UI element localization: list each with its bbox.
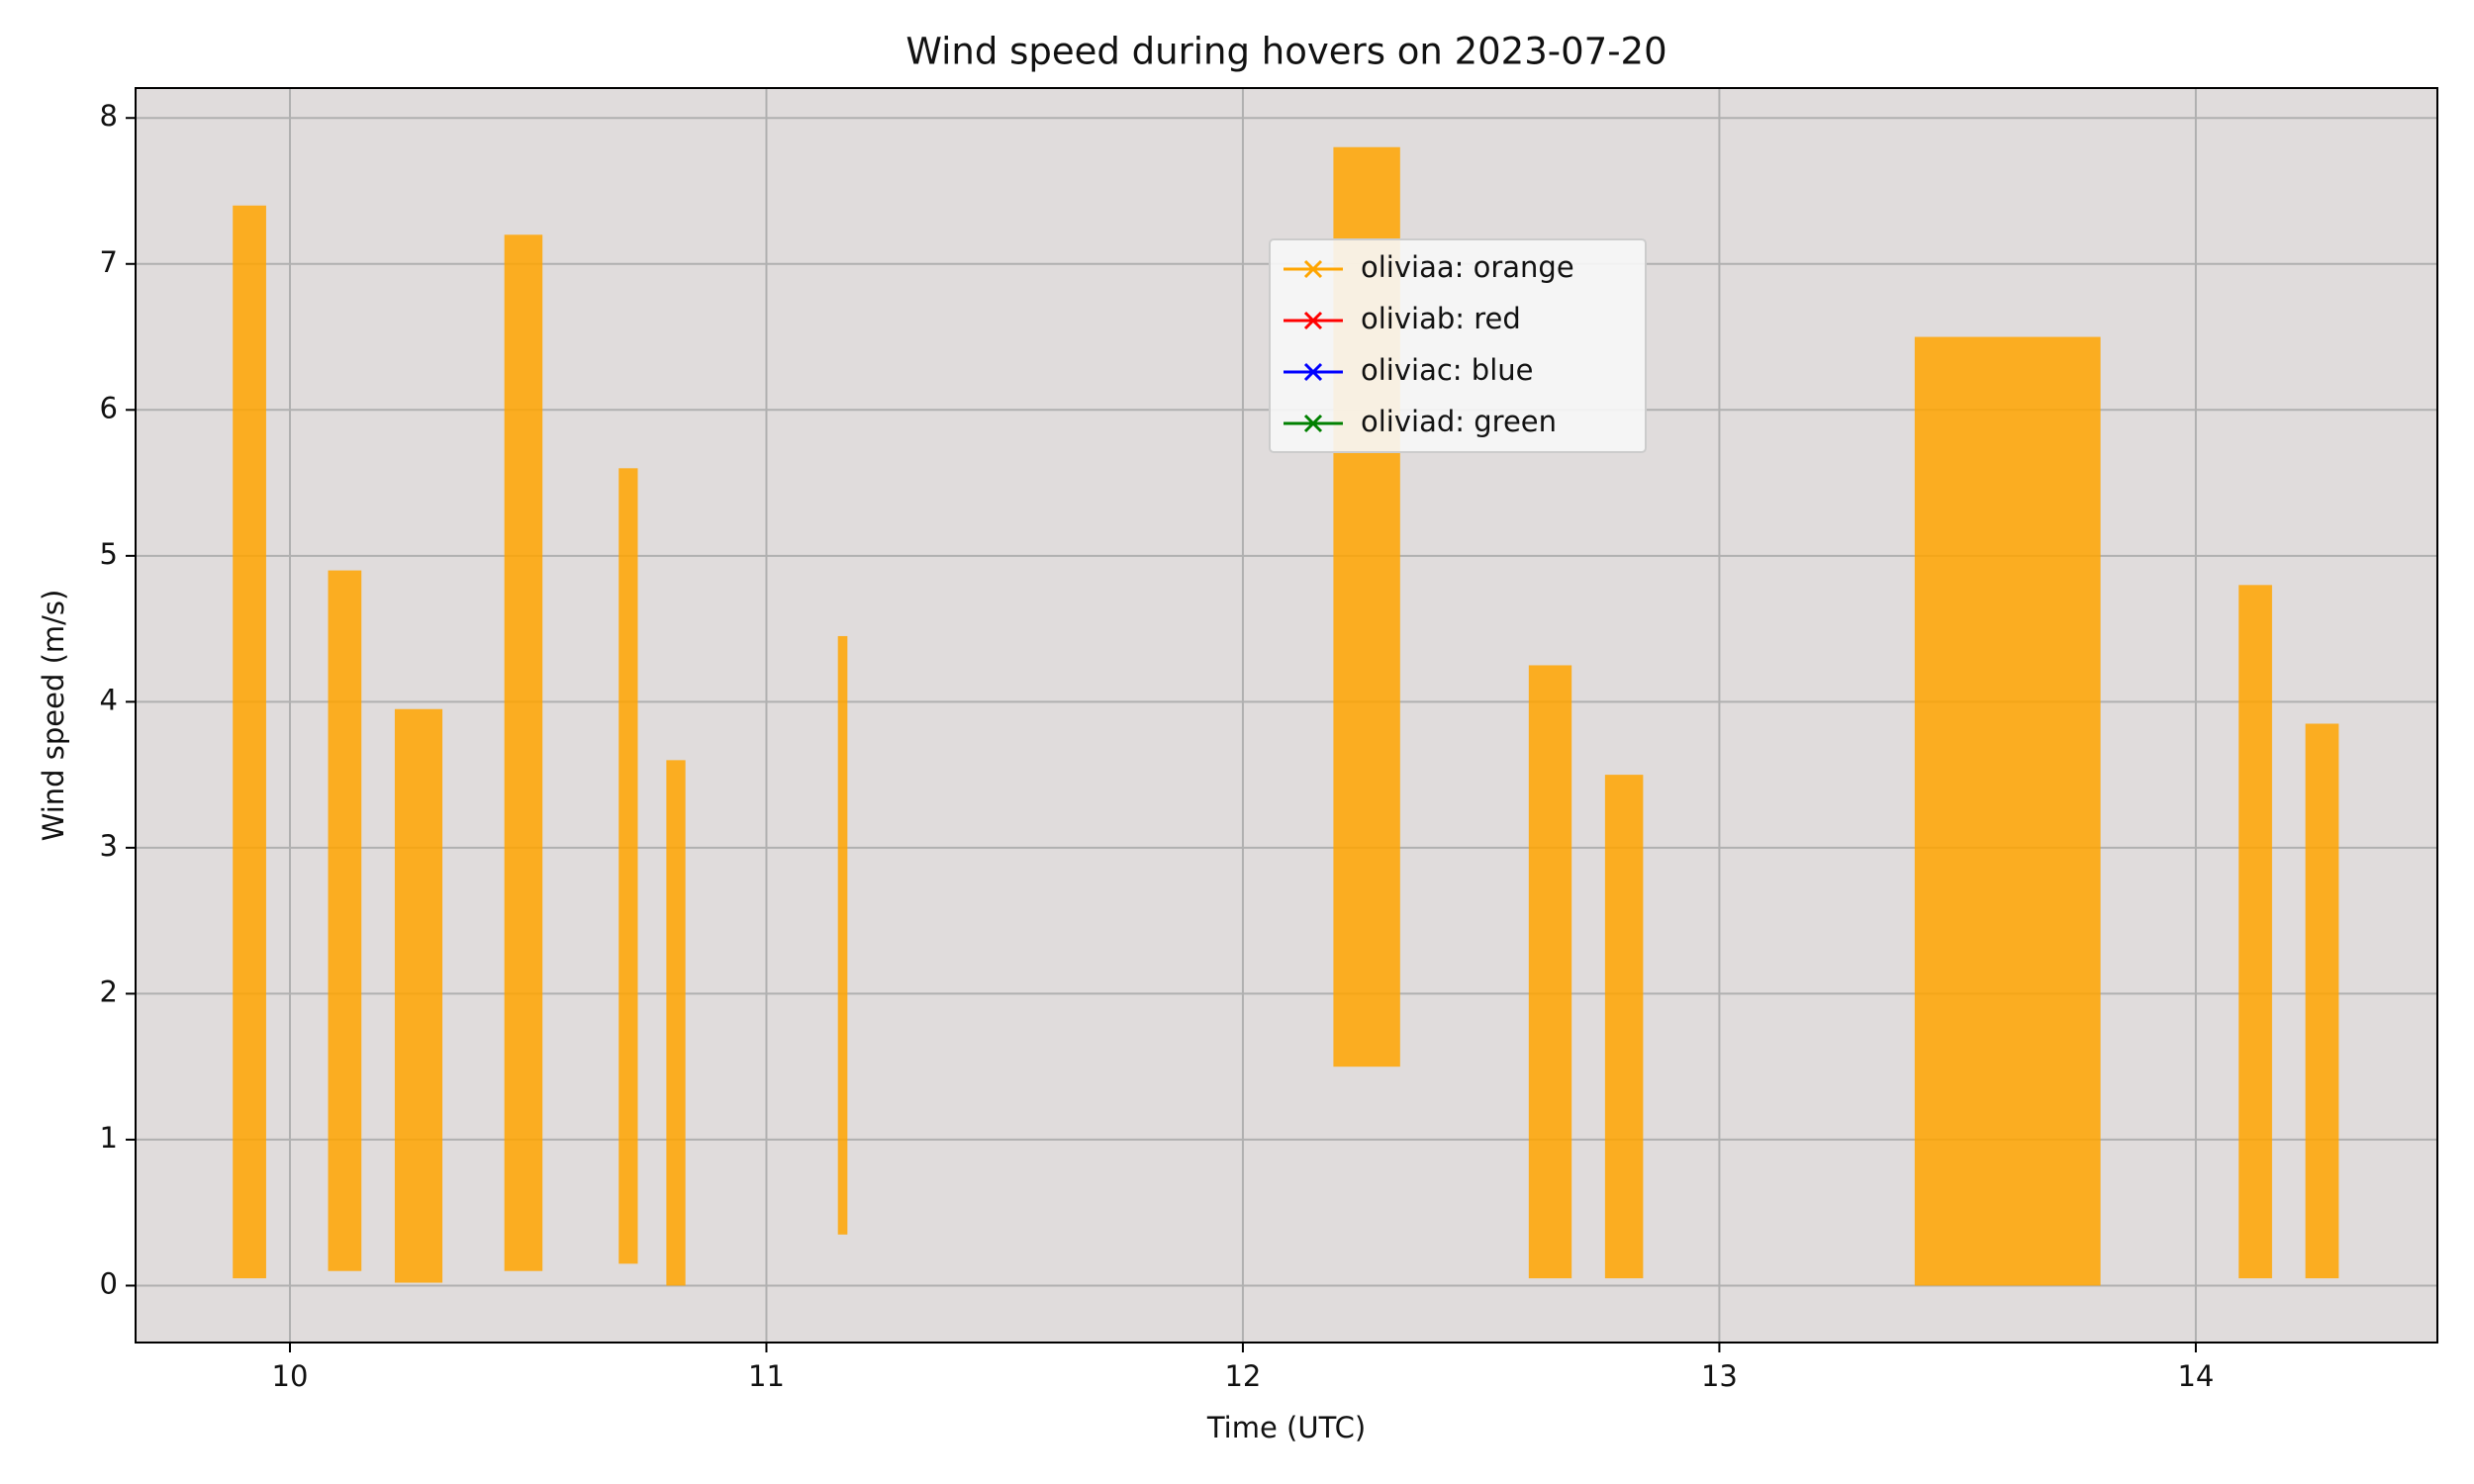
legend-box — [1269, 238, 1647, 453]
x-tick-label: 13 — [1701, 1359, 1738, 1393]
y-tick-label: 3 — [100, 829, 118, 863]
hover-cluster — [233, 205, 266, 1279]
y-tick-label: 8 — [100, 99, 118, 133]
y-tick-label: 7 — [100, 245, 118, 279]
hover-cluster — [1914, 336, 2101, 1286]
x-axis-label: Time (UTC) — [1206, 1411, 1366, 1444]
y-tick-label: 1 — [100, 1121, 118, 1155]
hover-cluster — [1604, 775, 1644, 1279]
x-tick-label: 14 — [2177, 1359, 2214, 1393]
legend-marker — [1303, 414, 1323, 433]
legend-marker — [1303, 311, 1323, 330]
hover-cluster — [504, 234, 543, 1271]
legend-marker — [1303, 259, 1323, 279]
legend-label: oliviac: blue — [1361, 353, 1533, 387]
hover-cluster — [328, 570, 362, 1271]
y-tick-label: 0 — [100, 1266, 118, 1300]
legend-label: oliviaa: orange — [1361, 250, 1574, 284]
hover-cluster — [2238, 585, 2272, 1279]
hover-cluster — [837, 635, 848, 1235]
legend-label: oliviad: green — [1361, 405, 1557, 438]
marks — [233, 146, 2339, 1286]
hover-cluster — [1528, 665, 1572, 1279]
hover-cluster — [2305, 723, 2339, 1279]
hover-cluster — [394, 708, 443, 1283]
y-tick-label: 2 — [100, 974, 118, 1008]
hover-cluster — [618, 468, 638, 1264]
legend-marker — [1303, 362, 1323, 382]
x-tick-label: 10 — [272, 1359, 309, 1393]
x-tick-label: 12 — [1224, 1359, 1261, 1393]
y-tick-label: 5 — [100, 537, 118, 571]
axes-frame — [135, 87, 2438, 1344]
legend-label: oliviab: red — [1361, 302, 1521, 335]
y-axis-label: Wind speed (m/s) — [37, 590, 70, 842]
hover-cluster — [666, 760, 686, 1286]
legend: oliviaa: orange oliviab: red oliviac: blue… — [1269, 238, 1647, 453]
y-tick-label: 6 — [100, 391, 118, 424]
chart-title: Wind speed during hovers on 2023-07-20 — [905, 31, 1666, 73]
y-tick-label: 4 — [100, 683, 118, 716]
x-tick-label: 11 — [748, 1359, 785, 1393]
